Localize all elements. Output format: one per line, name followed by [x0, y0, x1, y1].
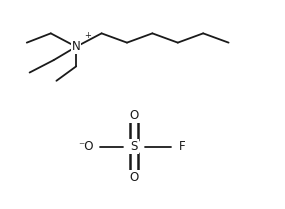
Text: S: S	[130, 140, 138, 153]
Text: ⁻O: ⁻O	[78, 140, 94, 153]
Text: O: O	[129, 171, 139, 184]
Text: O: O	[129, 109, 139, 122]
Text: +: +	[84, 31, 91, 40]
Text: N: N	[72, 40, 81, 53]
Text: F: F	[179, 140, 185, 153]
